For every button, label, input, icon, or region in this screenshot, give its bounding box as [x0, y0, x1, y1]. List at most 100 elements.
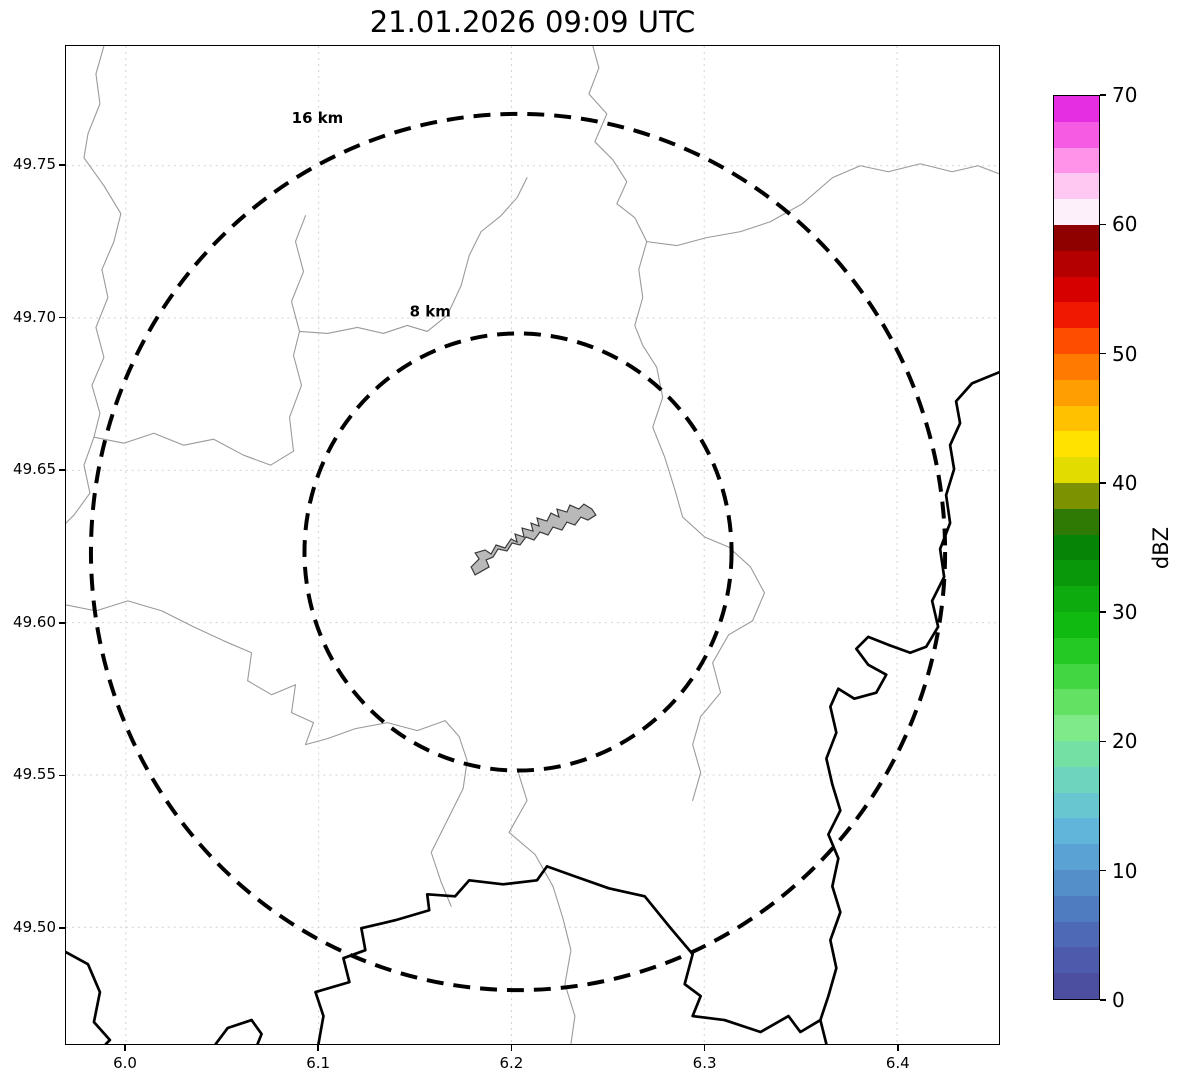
colorbar-tick-mark [1100, 740, 1106, 743]
y-tick-label: 49.65 [13, 460, 56, 479]
colorbar-segment [1054, 353, 1099, 380]
colorbar-segment [1054, 560, 1099, 587]
colorbar-segment [1054, 844, 1099, 870]
colorbar-segment [1054, 482, 1099, 509]
y-tick-label: 49.55 [13, 765, 56, 784]
colorbar-segment [1054, 457, 1099, 483]
admin-line [290, 215, 307, 332]
x-tick-label: 6.2 [499, 1054, 524, 1072]
x-tick-mark [510, 1045, 513, 1051]
colorbar-tick-label: 10 [1112, 858, 1138, 883]
admin-line [588, 46, 730, 548]
y-tick-label: 49.70 [13, 307, 56, 326]
admin-line [66, 436, 95, 524]
country-border-south [314, 865, 822, 1044]
colorbar-segment [1054, 766, 1099, 793]
colorbar-segment [1054, 379, 1099, 406]
colorbar-segment [1054, 224, 1099, 251]
y-tick-mark [59, 622, 65, 624]
admin-line [692, 546, 766, 802]
y-tick-mark [59, 469, 65, 471]
colorbar-tick-label: 20 [1112, 729, 1138, 754]
colorbar-tick-mark [1100, 611, 1106, 613]
colorbar-segment [1054, 689, 1099, 716]
colorbar-segment [1054, 328, 1099, 354]
colorbar-segment [1054, 740, 1099, 767]
y-tick-mark [59, 927, 65, 929]
radar-site-footprint [470, 503, 597, 576]
colorbar-segment [1054, 173, 1099, 200]
colorbar-segment [1054, 792, 1099, 819]
y-tick-label: 49.75 [13, 155, 56, 173]
range-ring-8km [302, 331, 734, 773]
x-tick-label: 6.0 [113, 1054, 137, 1072]
colorbar-segment [1054, 276, 1099, 303]
colorbar-tick-mark [1100, 999, 1106, 1001]
y-tick-label: 49.50 [13, 918, 56, 936]
colorbar-label: dBZ [1149, 526, 1173, 570]
admin-line [646, 163, 999, 247]
gridlines [66, 46, 999, 1044]
colorbar-segment [1054, 611, 1099, 638]
colorbar-segment [1054, 250, 1099, 277]
x-tick-mark [124, 1045, 126, 1051]
colorbar-segment [1054, 921, 1099, 948]
colorbar-segment [1054, 431, 1099, 458]
x-tick-mark [317, 1045, 319, 1051]
range-ring-16km [88, 111, 948, 993]
map-canvas: 16 km 8 km [66, 46, 999, 1044]
colorbar-segment [1054, 405, 1099, 432]
colorbar-segment [1054, 663, 1099, 690]
country-border-lines [66, 370, 999, 1044]
country-border-southwest-a [66, 950, 112, 1044]
colorbar-segment [1054, 302, 1099, 329]
y-tick-mark [59, 164, 65, 166]
admin-line [508, 768, 576, 1044]
colorbar-segment [1054, 534, 1099, 561]
colorbar-segment [1054, 121, 1099, 148]
map-plot: 16 km 8 km [65, 45, 1000, 1045]
x-tick-label: 6.3 [692, 1054, 717, 1072]
colorbar-tick-label: 40 [1112, 470, 1138, 495]
x-tick-mark [897, 1045, 899, 1051]
country-border-southwest-b [214, 1018, 263, 1044]
x-tick-label: 6.4 [885, 1054, 910, 1072]
y-tick-label: 49.60 [13, 612, 56, 631]
colorbar-segment [1054, 715, 1099, 741]
colorbar [1053, 95, 1100, 1000]
x-tick-mark [703, 1045, 706, 1051]
colorbar-segment [1054, 818, 1099, 845]
colorbar-tick-label: 60 [1112, 212, 1138, 237]
colorbar-segment [1054, 869, 1099, 896]
colorbar-segment [1054, 147, 1099, 174]
admin-line [93, 177, 528, 466]
colorbar-segment [1054, 586, 1099, 612]
colorbar-tick-mark [1100, 352, 1106, 355]
admin-boundary-lines [66, 46, 999, 1044]
colorbar-tick-label: 0 [1112, 988, 1125, 1012]
admin-line [83, 46, 122, 438]
figure-title: 21.01.2026 09:09 UTC [369, 5, 696, 39]
colorbar-segment [1054, 895, 1099, 922]
x-tick-label: 6.1 [306, 1054, 331, 1072]
colorbar-tick-mark [1100, 482, 1106, 484]
colorbar-segment [1054, 508, 1099, 535]
colorbar-tick-mark [1100, 223, 1106, 226]
colorbar-tick-label: 70 [1112, 83, 1138, 107]
admin-line [66, 600, 468, 907]
colorbar-segment [1054, 973, 1099, 999]
colorbar-tick-label: 50 [1112, 341, 1138, 366]
range-ring-16km-label: 16 km [292, 109, 344, 127]
colorbar-segment [1054, 637, 1099, 664]
colorbar-segment [1054, 199, 1099, 225]
country-border-east [819, 370, 999, 1044]
colorbar-segment [1054, 96, 1099, 122]
colorbar-tick-mark [1100, 869, 1106, 872]
colorbar-segment [1054, 947, 1099, 974]
range-ring-8km-label: 8 km [410, 302, 451, 320]
y-tick-mark [59, 774, 65, 777]
colorbar-tick-mark [1100, 94, 1106, 96]
colorbar-tick-label: 30 [1112, 600, 1138, 625]
y-tick-mark [59, 316, 65, 319]
